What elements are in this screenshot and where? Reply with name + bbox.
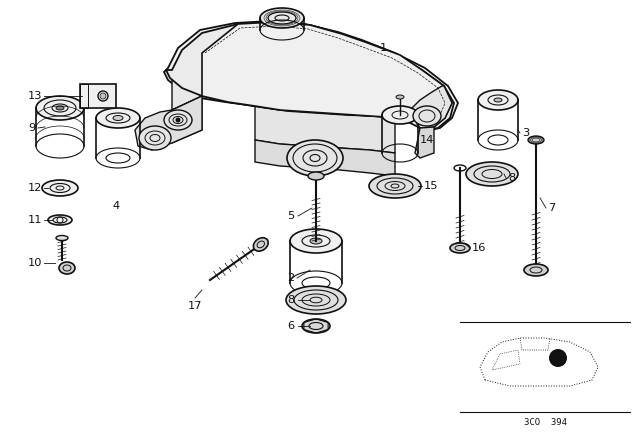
Ellipse shape: [524, 264, 548, 276]
Text: 8: 8: [287, 295, 294, 305]
Text: 9: 9: [28, 123, 35, 133]
Ellipse shape: [528, 136, 544, 144]
Text: 1: 1: [380, 43, 387, 53]
Ellipse shape: [113, 116, 123, 121]
Bar: [80, 84, 116, 108]
Polygon shape: [255, 106, 395, 153]
Ellipse shape: [302, 319, 330, 333]
Ellipse shape: [286, 286, 346, 314]
Text: 14: 14: [420, 135, 435, 145]
Text: 3CO  394: 3CO 394: [524, 418, 566, 426]
Text: 11: 11: [28, 215, 42, 225]
Circle shape: [549, 349, 567, 367]
Ellipse shape: [59, 262, 75, 274]
Ellipse shape: [450, 243, 470, 253]
Polygon shape: [172, 53, 202, 110]
Bar: [80, 84, 88, 108]
Ellipse shape: [48, 215, 72, 225]
Ellipse shape: [396, 95, 404, 99]
Text: 7: 7: [548, 203, 556, 213]
Ellipse shape: [494, 98, 502, 102]
Ellipse shape: [287, 140, 343, 176]
Text: 5: 5: [287, 211, 294, 221]
Ellipse shape: [56, 106, 64, 110]
Polygon shape: [410, 86, 452, 128]
Ellipse shape: [478, 90, 518, 110]
Text: 3: 3: [522, 128, 529, 138]
Ellipse shape: [96, 108, 140, 128]
Ellipse shape: [139, 126, 171, 150]
Polygon shape: [172, 96, 202, 143]
Ellipse shape: [253, 238, 268, 251]
Text: 8: 8: [508, 173, 515, 183]
Ellipse shape: [36, 96, 84, 120]
Ellipse shape: [42, 180, 78, 196]
Polygon shape: [415, 127, 434, 158]
Polygon shape: [202, 22, 452, 128]
Polygon shape: [255, 140, 395, 176]
Ellipse shape: [164, 110, 192, 130]
Ellipse shape: [369, 174, 421, 198]
Text: 10: 10: [28, 258, 42, 268]
Ellipse shape: [290, 229, 342, 253]
Ellipse shape: [56, 236, 68, 241]
Text: 15: 15: [424, 181, 438, 191]
Ellipse shape: [413, 106, 441, 126]
Text: 4: 4: [113, 201, 120, 211]
Text: 12: 12: [28, 183, 42, 193]
Ellipse shape: [100, 93, 106, 99]
Ellipse shape: [308, 172, 324, 180]
Ellipse shape: [260, 8, 304, 28]
Text: 17: 17: [188, 301, 202, 311]
Polygon shape: [166, 22, 454, 130]
Text: 2: 2: [287, 273, 294, 283]
Ellipse shape: [382, 106, 418, 124]
Polygon shape: [135, 96, 202, 150]
Ellipse shape: [310, 238, 322, 244]
Ellipse shape: [466, 162, 518, 186]
Circle shape: [176, 118, 180, 122]
Text: 16: 16: [472, 243, 486, 253]
Polygon shape: [164, 21, 458, 130]
Text: 13: 13: [28, 91, 42, 101]
Text: 6: 6: [287, 321, 294, 331]
